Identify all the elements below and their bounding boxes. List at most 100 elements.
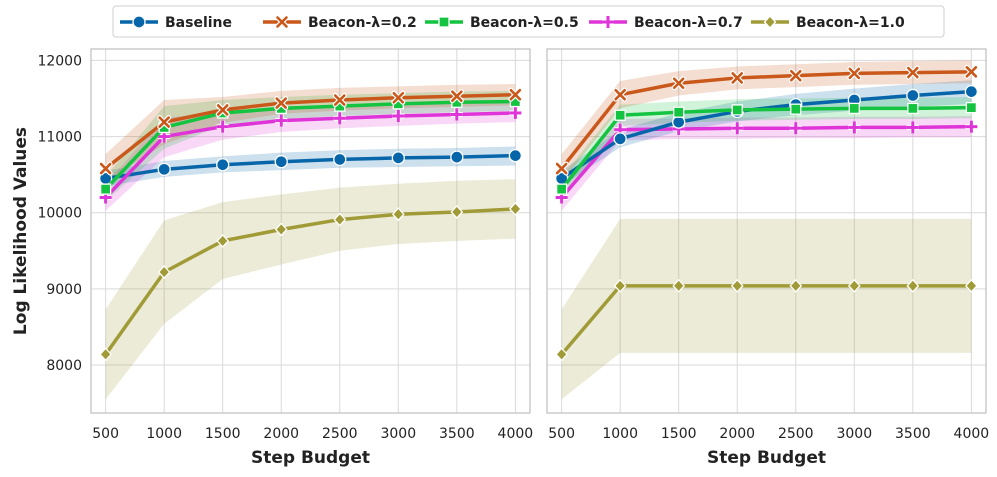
x-tick-label: 3000	[380, 426, 416, 442]
panel-2: 500 1000 1500 2000 2500 3000 3500 4000 Step Budg…	[546, 48, 990, 468]
data-point	[333, 152, 347, 167]
data-point	[333, 112, 346, 125]
data-point	[613, 278, 627, 293]
data-point	[730, 278, 744, 293]
y-tick-label: 11000	[37, 130, 82, 146]
legend-label: Baseline	[165, 15, 232, 31]
data-point	[332, 93, 347, 108]
series-diamond	[555, 278, 978, 362]
series-line	[560, 70, 972, 170]
x-tick-label: 3500	[439, 426, 475, 442]
legend: Baseline Beacon-λ=0.2 Beacon-λ=0.5 Beacon-λ…	[112, 5, 945, 38]
legend-entry: Baseline	[120, 15, 232, 31]
data-point	[848, 102, 860, 115]
series-square	[555, 101, 978, 195]
data-point	[964, 84, 979, 99]
data-point	[274, 222, 288, 237]
legend-entry: Beacon-λ=0.2	[263, 15, 417, 31]
data-point	[554, 161, 569, 176]
series-plus	[555, 120, 978, 204]
data-point	[98, 161, 113, 176]
legend-label: Beacon-λ=0.5	[470, 15, 579, 31]
x-tick-label: 500	[548, 426, 575, 442]
data-point	[788, 68, 803, 83]
x-tick-label: 2000	[719, 426, 755, 442]
panel-1: 500 1000 1500 2000 2500 3000 3500 4000 8000 9000 1…	[37, 48, 534, 468]
data-point	[731, 104, 743, 116]
x-tick-label: 3000	[836, 426, 872, 442]
x-tick-label: 1500	[205, 426, 241, 442]
series-x	[98, 87, 523, 176]
legend-entry: Beacon-λ=1.0	[751, 15, 905, 31]
data-point	[555, 347, 569, 362]
confidence-band	[561, 116, 972, 211]
legend-label: Beacon-λ=0.7	[634, 15, 743, 31]
x-tick-label: 2000	[263, 426, 299, 442]
data-point	[730, 70, 745, 85]
series-x	[554, 64, 979, 176]
data-point	[157, 162, 171, 176]
data-point	[391, 151, 405, 165]
data-point	[99, 183, 112, 195]
plot-frame	[546, 48, 987, 414]
data-point	[449, 89, 464, 104]
confidence-band	[561, 96, 972, 202]
legend-box	[112, 5, 945, 38]
data-point	[614, 109, 626, 121]
legend-marker	[132, 15, 146, 29]
x-axis-title: Step Budget	[707, 448, 826, 468]
confidence-band	[105, 90, 516, 202]
data-point	[906, 121, 919, 134]
y-tick-label: 10000	[37, 206, 82, 222]
series-line	[560, 284, 972, 356]
legend-label: Beacon-λ=1.0	[796, 15, 905, 31]
legend-marker	[763, 15, 777, 29]
confidence-band	[561, 218, 972, 400]
data-point	[672, 278, 686, 293]
series-line	[105, 153, 516, 181]
data-point	[391, 90, 406, 105]
data-point	[907, 102, 919, 115]
data-point	[274, 155, 288, 169]
data-point	[847, 66, 862, 81]
data-point	[450, 150, 464, 164]
legend-label: Beacon-λ=0.2	[308, 15, 417, 31]
data-point	[450, 108, 463, 121]
data-point	[275, 114, 288, 127]
data-point	[964, 278, 978, 293]
y-tick-label: 12000	[37, 53, 82, 69]
data-point	[555, 183, 568, 195]
legend-marker	[438, 16, 450, 28]
x-tick-label: 2500	[322, 426, 358, 442]
data-point	[216, 233, 230, 248]
y-axis-title: Log Likelihood Values	[11, 127, 31, 335]
legend-marker	[275, 15, 289, 29]
x-tick-label: 4000	[498, 426, 534, 442]
confidence-band	[105, 84, 516, 183]
data-point	[508, 148, 523, 163]
confidence-band	[561, 60, 972, 183]
data-point	[392, 110, 405, 123]
series-circle	[98, 148, 523, 186]
x-tick-label: 4000	[954, 426, 990, 442]
x-tick-label: 1000	[146, 426, 182, 442]
data-point	[157, 115, 172, 130]
x-axis-title: Step Budget	[251, 448, 370, 468]
legend-entry: Beacon-λ=0.7	[589, 15, 743, 31]
data-point	[673, 106, 685, 118]
data-point	[905, 65, 920, 80]
data-point	[789, 278, 803, 293]
data-point	[216, 120, 229, 133]
series-line	[104, 207, 516, 356]
legend-marker	[602, 16, 614, 28]
series-line	[104, 99, 516, 191]
data-point	[613, 87, 628, 102]
confidence-band	[105, 179, 516, 400]
data-point	[216, 158, 230, 172]
series-plus	[99, 106, 522, 204]
data-point	[274, 96, 289, 111]
data-point	[965, 120, 978, 133]
data-point	[508, 201, 522, 216]
data-point	[99, 347, 113, 362]
